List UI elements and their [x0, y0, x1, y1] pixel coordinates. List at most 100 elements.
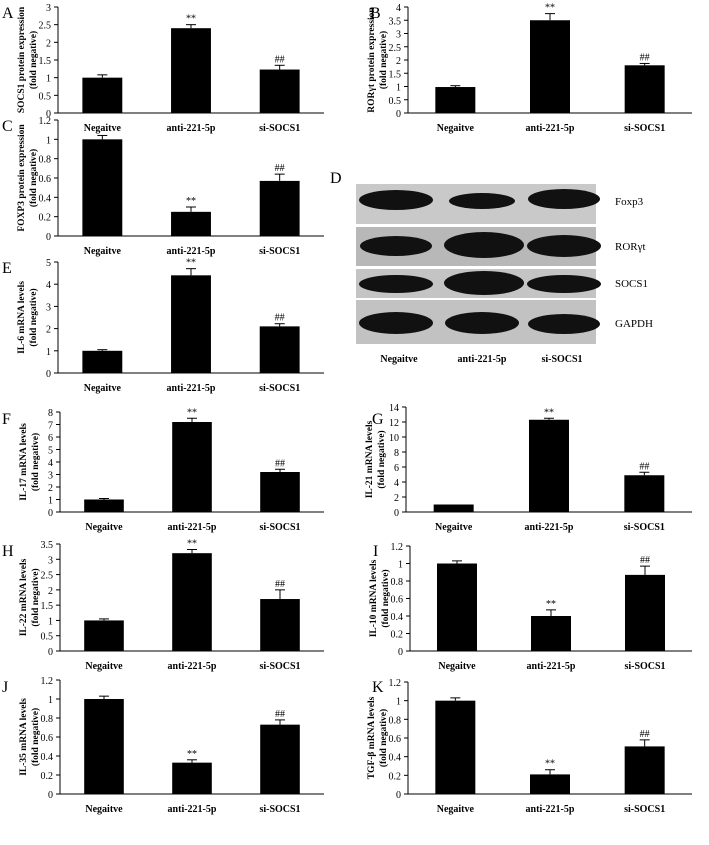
y-tick-label: 8 [48, 408, 53, 419]
bar-si-SOCS1 [624, 65, 665, 113]
blot-lane-negative: Negaitve [380, 354, 418, 365]
panel-label-J: J [2, 679, 8, 696]
y-tick-label: 0 [46, 232, 51, 243]
panel-label-E: E [2, 260, 12, 277]
y-axis-title: IL-10 mRNA levels [369, 559, 379, 637]
bar-anti-221-5p [171, 275, 211, 373]
significance-mark: ** [546, 599, 556, 610]
y-tick-label: 8 [394, 448, 399, 459]
bar-anti-221-5p [530, 774, 570, 794]
y-tick-label: 2 [48, 586, 53, 597]
bar-anti-221-5p [529, 419, 569, 512]
band-socs1-negative [359, 275, 433, 293]
y-tick-label: 0.8 [389, 715, 402, 726]
y-axis-subtitle: (fold negative) [28, 149, 39, 207]
x-tick-label: si-SOCS1 [259, 522, 300, 533]
x-tick-label: anti-221-5p [168, 804, 217, 815]
x-tick-label: anti-221-5p [167, 123, 216, 134]
y-axis-subtitle: (fold negative) [378, 31, 389, 89]
x-tick-label: si-SOCS1 [259, 804, 300, 815]
y-tick-label: 1 [46, 347, 51, 358]
panel-label-G: G [372, 411, 384, 428]
x-tick-label: anti-221-5p [525, 522, 574, 533]
bar-Negaitve [437, 563, 477, 651]
y-tick-label: 1 [48, 695, 53, 706]
y-tick-label: 2.5 [39, 21, 52, 32]
y-axis-title: IL-6 mRNA levels [17, 281, 27, 354]
y-tick-label: 4 [48, 458, 53, 469]
chart-panel-B: B 0 0.5 1 1.5 2 2.5 3 3.5 4 RORγt protein expressi… [367, 3, 692, 134]
y-axis-subtitle: (fold negative) [28, 288, 39, 346]
bar-anti-221-5p [531, 616, 571, 651]
x-tick-label: anti-221-5p [167, 383, 216, 394]
bar-si-SOCS1 [260, 724, 300, 794]
bar-si-SOCS1 [259, 69, 300, 113]
y-tick-label: 0.5 [389, 96, 402, 107]
significance-mark: ## [639, 461, 649, 472]
y-tick-label: 4 [396, 3, 401, 14]
y-tick-label: 7 [48, 421, 53, 432]
y-tick-label: 3 [46, 302, 51, 313]
y-tick-label: 0.5 [39, 91, 52, 102]
y-tick-label: 1 [396, 697, 401, 708]
significance-mark: ## [275, 54, 285, 65]
x-tick-label: Negaitve [84, 246, 122, 257]
y-tick-label: 0.4 [391, 612, 404, 623]
y-tick-label: 2 [396, 56, 401, 67]
y-axis-subtitle: (fold negative) [376, 430, 387, 488]
band-gapdh-si [528, 314, 600, 334]
western-blot-panel: D Foxp3 RORγt SOCS1 GAPDH Negaitve anti-… [330, 170, 653, 365]
band-socs1-si [527, 275, 601, 293]
band-gapdh-negative [359, 312, 433, 334]
band-gapdh-anti [445, 312, 519, 334]
chart-panel-J: J 0 0.2 0.4 0.6 0.8 1 1.2 IL-35 mRNA levels (fold… [2, 676, 324, 815]
significance-mark: ** [186, 258, 196, 269]
y-tick-label: 0.6 [41, 733, 54, 744]
y-tick-label: 1.2 [39, 116, 52, 127]
y-tick-label: 5 [46, 258, 51, 269]
y-tick-label: 14 [389, 403, 399, 414]
bar-si-SOCS1 [260, 599, 300, 651]
y-tick-label: 0.6 [391, 595, 404, 606]
bar-si-SOCS1 [260, 472, 300, 512]
y-tick-label: 6 [48, 433, 53, 444]
y-tick-label: 0.8 [39, 155, 52, 166]
bar-Negaitve [82, 77, 123, 113]
y-tick-label: 1.5 [389, 69, 402, 80]
y-tick-label: 0 [48, 647, 53, 658]
x-tick-label: anti-221-5p [527, 661, 576, 672]
significance-mark: ** [187, 539, 197, 550]
band-foxp3-anti [449, 193, 515, 209]
y-tick-label: 0.4 [389, 753, 402, 764]
x-tick-label: si-SOCS1 [259, 661, 300, 672]
blot-label-socs1: SOCS1 [615, 278, 648, 290]
y-tick-label: 1 [46, 135, 51, 146]
band-socs1-anti [444, 271, 524, 295]
y-tick-label: 1.5 [41, 601, 54, 612]
y-tick-label: 4 [46, 280, 51, 291]
bar-si-SOCS1 [624, 475, 665, 512]
significance-mark: ## [640, 729, 650, 740]
y-axis-title: IL-35 mRNA levels [19, 698, 29, 776]
y-tick-label: 0 [46, 369, 51, 380]
y-axis-title: IL-21 mRNA levels [365, 420, 375, 498]
y-tick-label: 10 [389, 433, 399, 444]
x-tick-label: si-SOCS1 [259, 246, 300, 257]
chart-panel-I: I 0 0.2 0.4 0.6 0.8 1 1.2 IL-10 mRNA levels (fold… [369, 542, 692, 672]
y-axis-subtitle: (fold negative) [28, 31, 39, 89]
y-tick-label: 3 [48, 471, 53, 482]
significance-mark: ** [187, 407, 197, 418]
y-tick-label: 6 [394, 463, 399, 474]
chart-panel-H: H 0 0.5 1 1.5 2 2.5 3 3.5 IL-22 mRNA levels (fold … [2, 539, 324, 672]
bar-anti-221-5p [172, 553, 212, 651]
x-tick-label: anti-221-5p [167, 246, 216, 257]
bar-anti-221-5p [171, 28, 211, 114]
panel-label-A: A [2, 5, 14, 22]
x-tick-label: si-SOCS1 [624, 522, 665, 533]
chart-panel-A: A 0 0.5 1 1.5 2 2.5 3 SOCS1 protein expression (f… [2, 3, 324, 134]
blot-label-gapdh: GAPDH [615, 318, 653, 330]
bar-si-SOCS1 [625, 574, 665, 651]
bar-Negaitve [82, 350, 123, 373]
y-tick-label: 0.2 [391, 630, 404, 641]
y-tick-label: 0 [396, 790, 401, 801]
